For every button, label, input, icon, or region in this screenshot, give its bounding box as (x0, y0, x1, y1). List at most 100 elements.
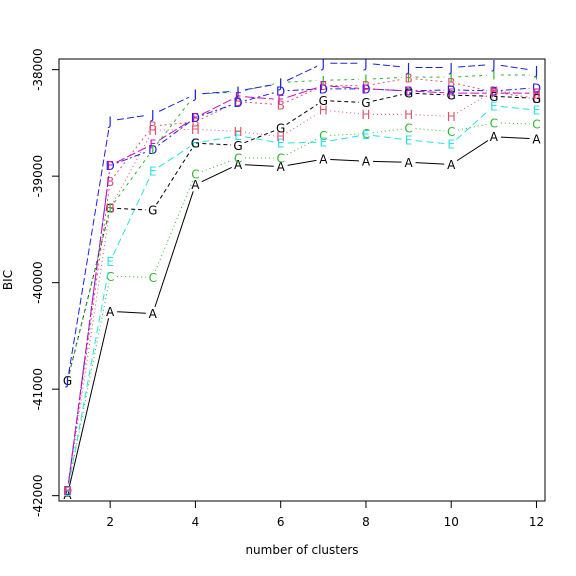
data-point-marker: J (65, 374, 70, 388)
y-tick-label: -39000 (31, 155, 45, 198)
plot-frame (58, 58, 546, 502)
x-tick-label: 6 (277, 515, 285, 529)
data-point-marker: I (279, 76, 283, 90)
data-point-marker: D (276, 84, 285, 98)
data-point-marker: B (234, 95, 242, 109)
data-point-marker: I (407, 71, 411, 85)
data-point-marker: G (319, 94, 328, 108)
series-segment (458, 94, 487, 97)
series-segment (415, 162, 445, 165)
series-segment (244, 130, 275, 144)
data-point-marker: I (364, 73, 368, 87)
data-point-marker: J (107, 114, 112, 128)
series-segment (286, 65, 318, 81)
data-point-marker: E (362, 128, 370, 142)
series-segment (201, 104, 232, 120)
y-axis-label: BIC (1, 270, 15, 290)
series-E: E E E E E E E E E E E E (64, 99, 541, 499)
data-point-marker: F (490, 87, 497, 101)
series-segment (68, 127, 110, 374)
data-point-marker: J (321, 57, 326, 71)
data-point-marker: J (406, 61, 411, 75)
data-point-marker: E (149, 164, 157, 178)
series-segment (154, 180, 194, 272)
data-point-marker: F (362, 82, 369, 96)
series-segment (244, 92, 275, 102)
series-segment (330, 135, 360, 142)
data-point-marker: I (236, 86, 240, 100)
data-point-marker: J (491, 58, 496, 72)
data-point-marker: C (404, 122, 412, 136)
data-point-marker: G (361, 96, 370, 110)
series-segment (458, 64, 487, 68)
data-point-marker: B (532, 92, 540, 106)
data-point-marker: E (234, 129, 242, 143)
data-point-marker: D (361, 82, 370, 96)
series-segment (113, 154, 150, 203)
data-point-marker: D (489, 84, 498, 98)
data-point-marker: A (63, 488, 72, 502)
data-point-marker: C (490, 116, 498, 130)
series-segment (117, 114, 146, 121)
data-point-marker: A (191, 178, 200, 192)
data-point-marker: H (63, 484, 72, 498)
series-segment (330, 78, 359, 81)
data-point-marker: F (192, 111, 199, 125)
series-segment (154, 191, 194, 308)
data-point-marker: I (535, 68, 539, 82)
data-point-marker: F (405, 84, 412, 98)
x-tick-label: 12 (529, 515, 544, 529)
series-segment (112, 176, 151, 256)
data-point-marker: D (404, 84, 413, 98)
series-segment (201, 166, 232, 183)
series-segment (68, 214, 109, 374)
series-segment (457, 123, 488, 131)
data-point-marker: G (233, 139, 242, 153)
series-segment (287, 80, 317, 83)
series-A: A A A A A A A A A A A A (63, 130, 541, 502)
series-segment (156, 99, 192, 145)
x-tick-label: 8 (362, 515, 370, 529)
series-B: B B B B B B B B B B B B (63, 72, 540, 498)
data-point-marker: H (106, 202, 115, 216)
data-point-marker: C (149, 271, 157, 285)
data-point-marker: E (64, 485, 72, 499)
series-segment (158, 146, 190, 168)
data-point-marker: G (106, 202, 115, 216)
series-segment (158, 96, 190, 112)
data-point-marker: D (319, 82, 328, 96)
data-point-marker: B (191, 115, 199, 129)
series-segment (67, 172, 110, 484)
data-point-marker: C (234, 152, 242, 166)
data-point-marker: F (277, 93, 284, 107)
series-segment (158, 121, 191, 146)
data-point-marker: G (191, 137, 200, 151)
data-point-marker: H (532, 88, 541, 102)
data-point-marker: I (66, 374, 70, 388)
series-segment (244, 136, 274, 143)
data-point-marker: H (447, 110, 456, 124)
series-segment (458, 89, 487, 92)
series-segment (156, 148, 193, 205)
series-segment (159, 128, 189, 131)
data-point-marker: D (63, 484, 72, 498)
data-point-marker: A (277, 160, 286, 174)
data-point-marker: A (532, 132, 541, 146)
series-segment (330, 110, 360, 115)
series-segment (500, 96, 530, 99)
series-segment (244, 96, 274, 100)
data-point-marker: H (148, 124, 157, 138)
series-segment (330, 158, 359, 162)
data-point-marker: C (532, 117, 540, 131)
series-F: F F F F F F F F F F F F (64, 79, 540, 498)
data-point-marker: I (194, 88, 198, 102)
series-segment (500, 64, 530, 71)
series-segment (287, 141, 317, 144)
data-point-marker: A (362, 155, 371, 169)
series-segment (372, 94, 402, 102)
data-point-marker: B (404, 72, 412, 86)
series-segment (117, 311, 146, 314)
data-point-marker: C (276, 152, 284, 166)
data-point-marker: H (234, 125, 243, 139)
series-segment (415, 140, 445, 145)
